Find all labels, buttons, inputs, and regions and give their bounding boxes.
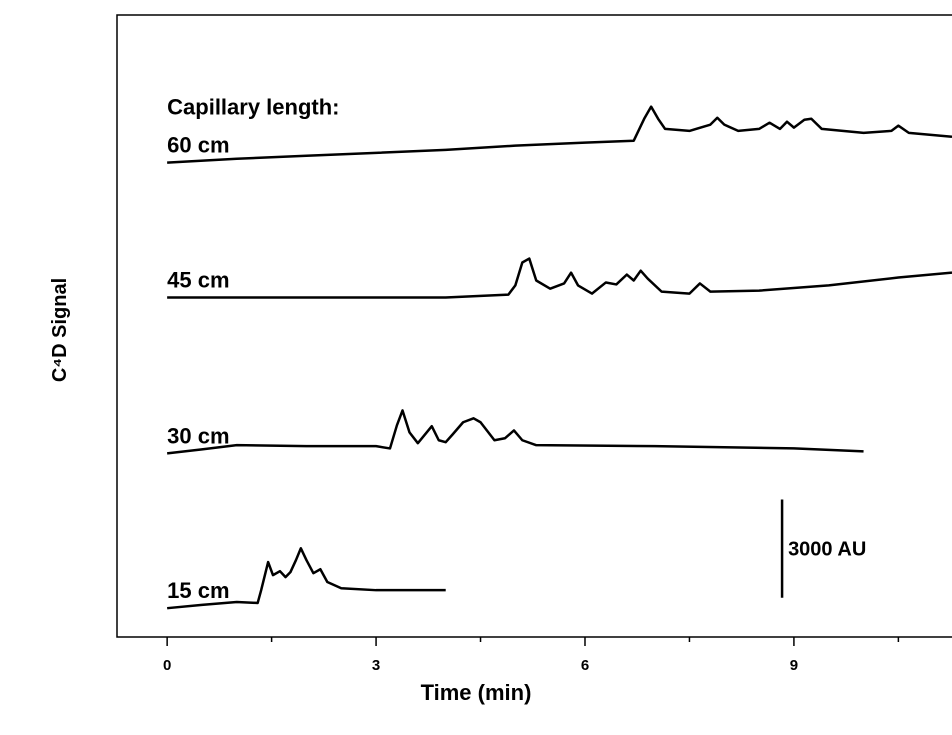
y-axis-label: C⁴D Signal: [49, 278, 71, 382]
trace: [167, 257, 952, 299]
legend-title: Capillary length:: [167, 95, 339, 120]
trace: [167, 105, 952, 164]
x-tick-label: 3: [372, 657, 380, 674]
trace-label: 45 cm: [167, 268, 229, 293]
trace: [167, 409, 864, 455]
x-tick-label: 6: [581, 657, 589, 674]
axis-frame: [116, 14, 952, 638]
trace-label: 30 cm: [167, 423, 229, 448]
trace-label: 60 cm: [167, 133, 229, 158]
trace-label: 15 cm: [167, 578, 229, 603]
x-tick-label: 9: [790, 657, 798, 674]
x-tick-label: 0: [163, 657, 171, 674]
scale-bar-label: 3000 AU: [788, 539, 866, 561]
x-axis-label: Time (min): [421, 680, 532, 705]
trace: [167, 547, 446, 610]
